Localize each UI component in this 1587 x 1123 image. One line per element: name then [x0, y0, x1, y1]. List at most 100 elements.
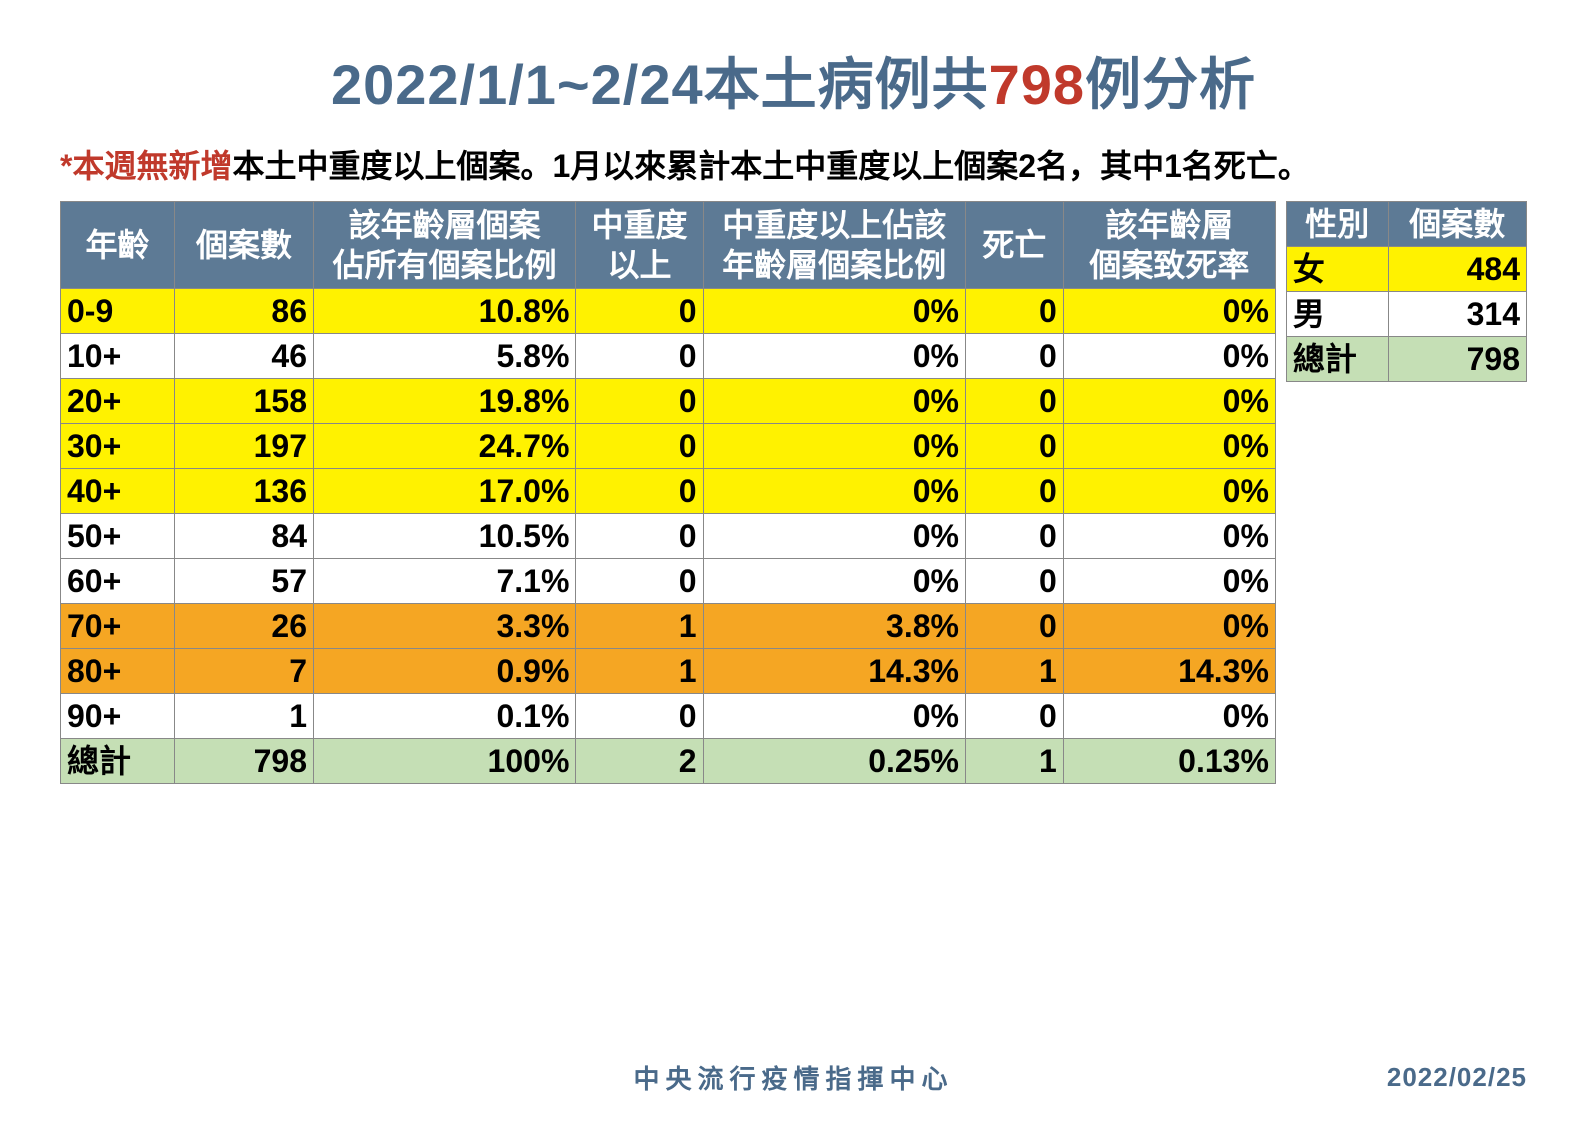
table-row: 男314 — [1286, 292, 1526, 337]
gender-header-1: 個案數 — [1388, 202, 1527, 247]
main-cell: 0% — [1063, 469, 1275, 514]
subtitle-rest: 本土中重度以上個案。1月以來累計本土中重度以上個案2名，其中1名死亡。 — [232, 148, 1309, 184]
main-cell: 0 — [965, 379, 1063, 424]
gender-cell: 女 — [1286, 247, 1388, 292]
table-row: 20+15819.8%00%00% — [61, 379, 1276, 424]
main-cell: 0 — [576, 514, 703, 559]
title-number: 798 — [989, 53, 1085, 116]
main-cell: 1 — [965, 649, 1063, 694]
table-row: 總計798100%20.25%10.13% — [61, 739, 1276, 784]
main-cell: 0 — [576, 379, 703, 424]
main-cell: 1 — [174, 694, 313, 739]
table-row: 總計798 — [1286, 337, 1526, 382]
main-cell: 3.3% — [313, 604, 575, 649]
main-cell: 0% — [1063, 424, 1275, 469]
main-cell: 3.8% — [703, 604, 965, 649]
table-row: 30+19724.7%00%00% — [61, 424, 1276, 469]
title-prefix: 2022/1/1~2/24本土病例共 — [331, 53, 989, 116]
main-cell: 0 — [576, 424, 703, 469]
footer-center: 中央流行疫情指揮中心 — [633, 1059, 953, 1096]
main-cell: 24.7% — [313, 424, 575, 469]
main-cell: 7 — [174, 649, 313, 694]
gender-cell: 798 — [1388, 337, 1527, 382]
main-cell: 0% — [1063, 379, 1275, 424]
main-cell: 197 — [174, 424, 313, 469]
main-cell: 90+ — [61, 694, 175, 739]
main-cell: 0 — [576, 469, 703, 514]
main-cell: 30+ — [61, 424, 175, 469]
table-row: 50+8410.5%00%00% — [61, 514, 1276, 559]
main-cell: 0 — [965, 559, 1063, 604]
gender-header-0: 性別 — [1286, 202, 1388, 247]
table-row: 女484 — [1286, 247, 1526, 292]
main-cell: 0 — [965, 604, 1063, 649]
main-cell: 0 — [965, 469, 1063, 514]
main-cell: 0 — [965, 289, 1063, 334]
table-row: 80+70.9%114.3%114.3% — [61, 649, 1276, 694]
main-cell: 0 — [965, 424, 1063, 469]
main-cell: 0% — [703, 379, 965, 424]
main-cell: 57 — [174, 559, 313, 604]
main-header-2: 該年齡層個案佔所有個案比例 — [313, 202, 575, 289]
main-cell: 40+ — [61, 469, 175, 514]
main-cell: 1 — [576, 649, 703, 694]
main-cell: 14.3% — [703, 649, 965, 694]
main-cell: 0% — [1063, 559, 1275, 604]
main-cell: 14.3% — [1063, 649, 1275, 694]
main-cell: 0% — [703, 469, 965, 514]
main-cell: 0 — [576, 694, 703, 739]
main-cell: 5.8% — [313, 334, 575, 379]
main-cell: 0% — [1063, 334, 1275, 379]
main-cell: 0% — [703, 514, 965, 559]
main-cell: 136 — [174, 469, 313, 514]
gender-table: 性別個案數 女484男314總計798 — [1286, 201, 1527, 382]
main-cell: 80+ — [61, 649, 175, 694]
main-cell: 0% — [703, 424, 965, 469]
main-cell: 10.5% — [313, 514, 575, 559]
main-cell: 0% — [703, 694, 965, 739]
main-cell: 20+ — [61, 379, 175, 424]
main-header-5: 死亡 — [965, 202, 1063, 289]
main-cell: 70+ — [61, 604, 175, 649]
main-cell: 10+ — [61, 334, 175, 379]
main-cell: 0% — [1063, 514, 1275, 559]
main-cell: 46 — [174, 334, 313, 379]
subtitle-red: 本週無新增 — [72, 148, 232, 184]
main-cell: 0 — [576, 559, 703, 604]
page-title: 2022/1/1~2/24本土病例共798例分析 — [60, 40, 1527, 121]
main-cell: 100% — [313, 739, 575, 784]
tables-wrap: 年齡個案數該年齡層個案佔所有個案比例中重度以上中重度以上佔該年齡層個案比例死亡該… — [60, 201, 1527, 784]
main-cell: 0% — [703, 289, 965, 334]
main-cell: 0% — [1063, 604, 1275, 649]
main-cell: 10.8% — [313, 289, 575, 334]
main-header-0: 年齡 — [61, 202, 175, 289]
table-row: 70+263.3%13.8%00% — [61, 604, 1276, 649]
main-cell: 總計 — [61, 739, 175, 784]
gender-cell: 總計 — [1286, 337, 1388, 382]
main-cell: 19.8% — [313, 379, 575, 424]
main-cell: 0% — [1063, 289, 1275, 334]
table-row: 60+577.1%00%00% — [61, 559, 1276, 604]
main-cell: 798 — [174, 739, 313, 784]
main-cell: 1 — [576, 604, 703, 649]
main-cell: 60+ — [61, 559, 175, 604]
main-cell: 17.0% — [313, 469, 575, 514]
main-cell: 7.1% — [313, 559, 575, 604]
gender-cell: 484 — [1388, 247, 1527, 292]
main-cell: 86 — [174, 289, 313, 334]
subtitle-star: * — [60, 148, 72, 184]
main-cell: 0% — [703, 559, 965, 604]
main-table: 年齡個案數該年齡層個案佔所有個案比例中重度以上中重度以上佔該年齡層個案比例死亡該… — [60, 201, 1276, 784]
main-cell: 0 — [576, 289, 703, 334]
main-cell: 0 — [965, 334, 1063, 379]
main-cell: 0 — [965, 694, 1063, 739]
main-cell: 2 — [576, 739, 703, 784]
main-header-1: 個案數 — [174, 202, 313, 289]
footer-date: 2022/02/25 — [1387, 1062, 1527, 1093]
main-header-3: 中重度以上 — [576, 202, 703, 289]
main-header-6: 該年齡層個案致死率 — [1063, 202, 1275, 289]
table-row: 0-98610.8%00%00% — [61, 289, 1276, 334]
main-cell: 0.25% — [703, 739, 965, 784]
main-cell: 26 — [174, 604, 313, 649]
gender-cell: 314 — [1388, 292, 1527, 337]
